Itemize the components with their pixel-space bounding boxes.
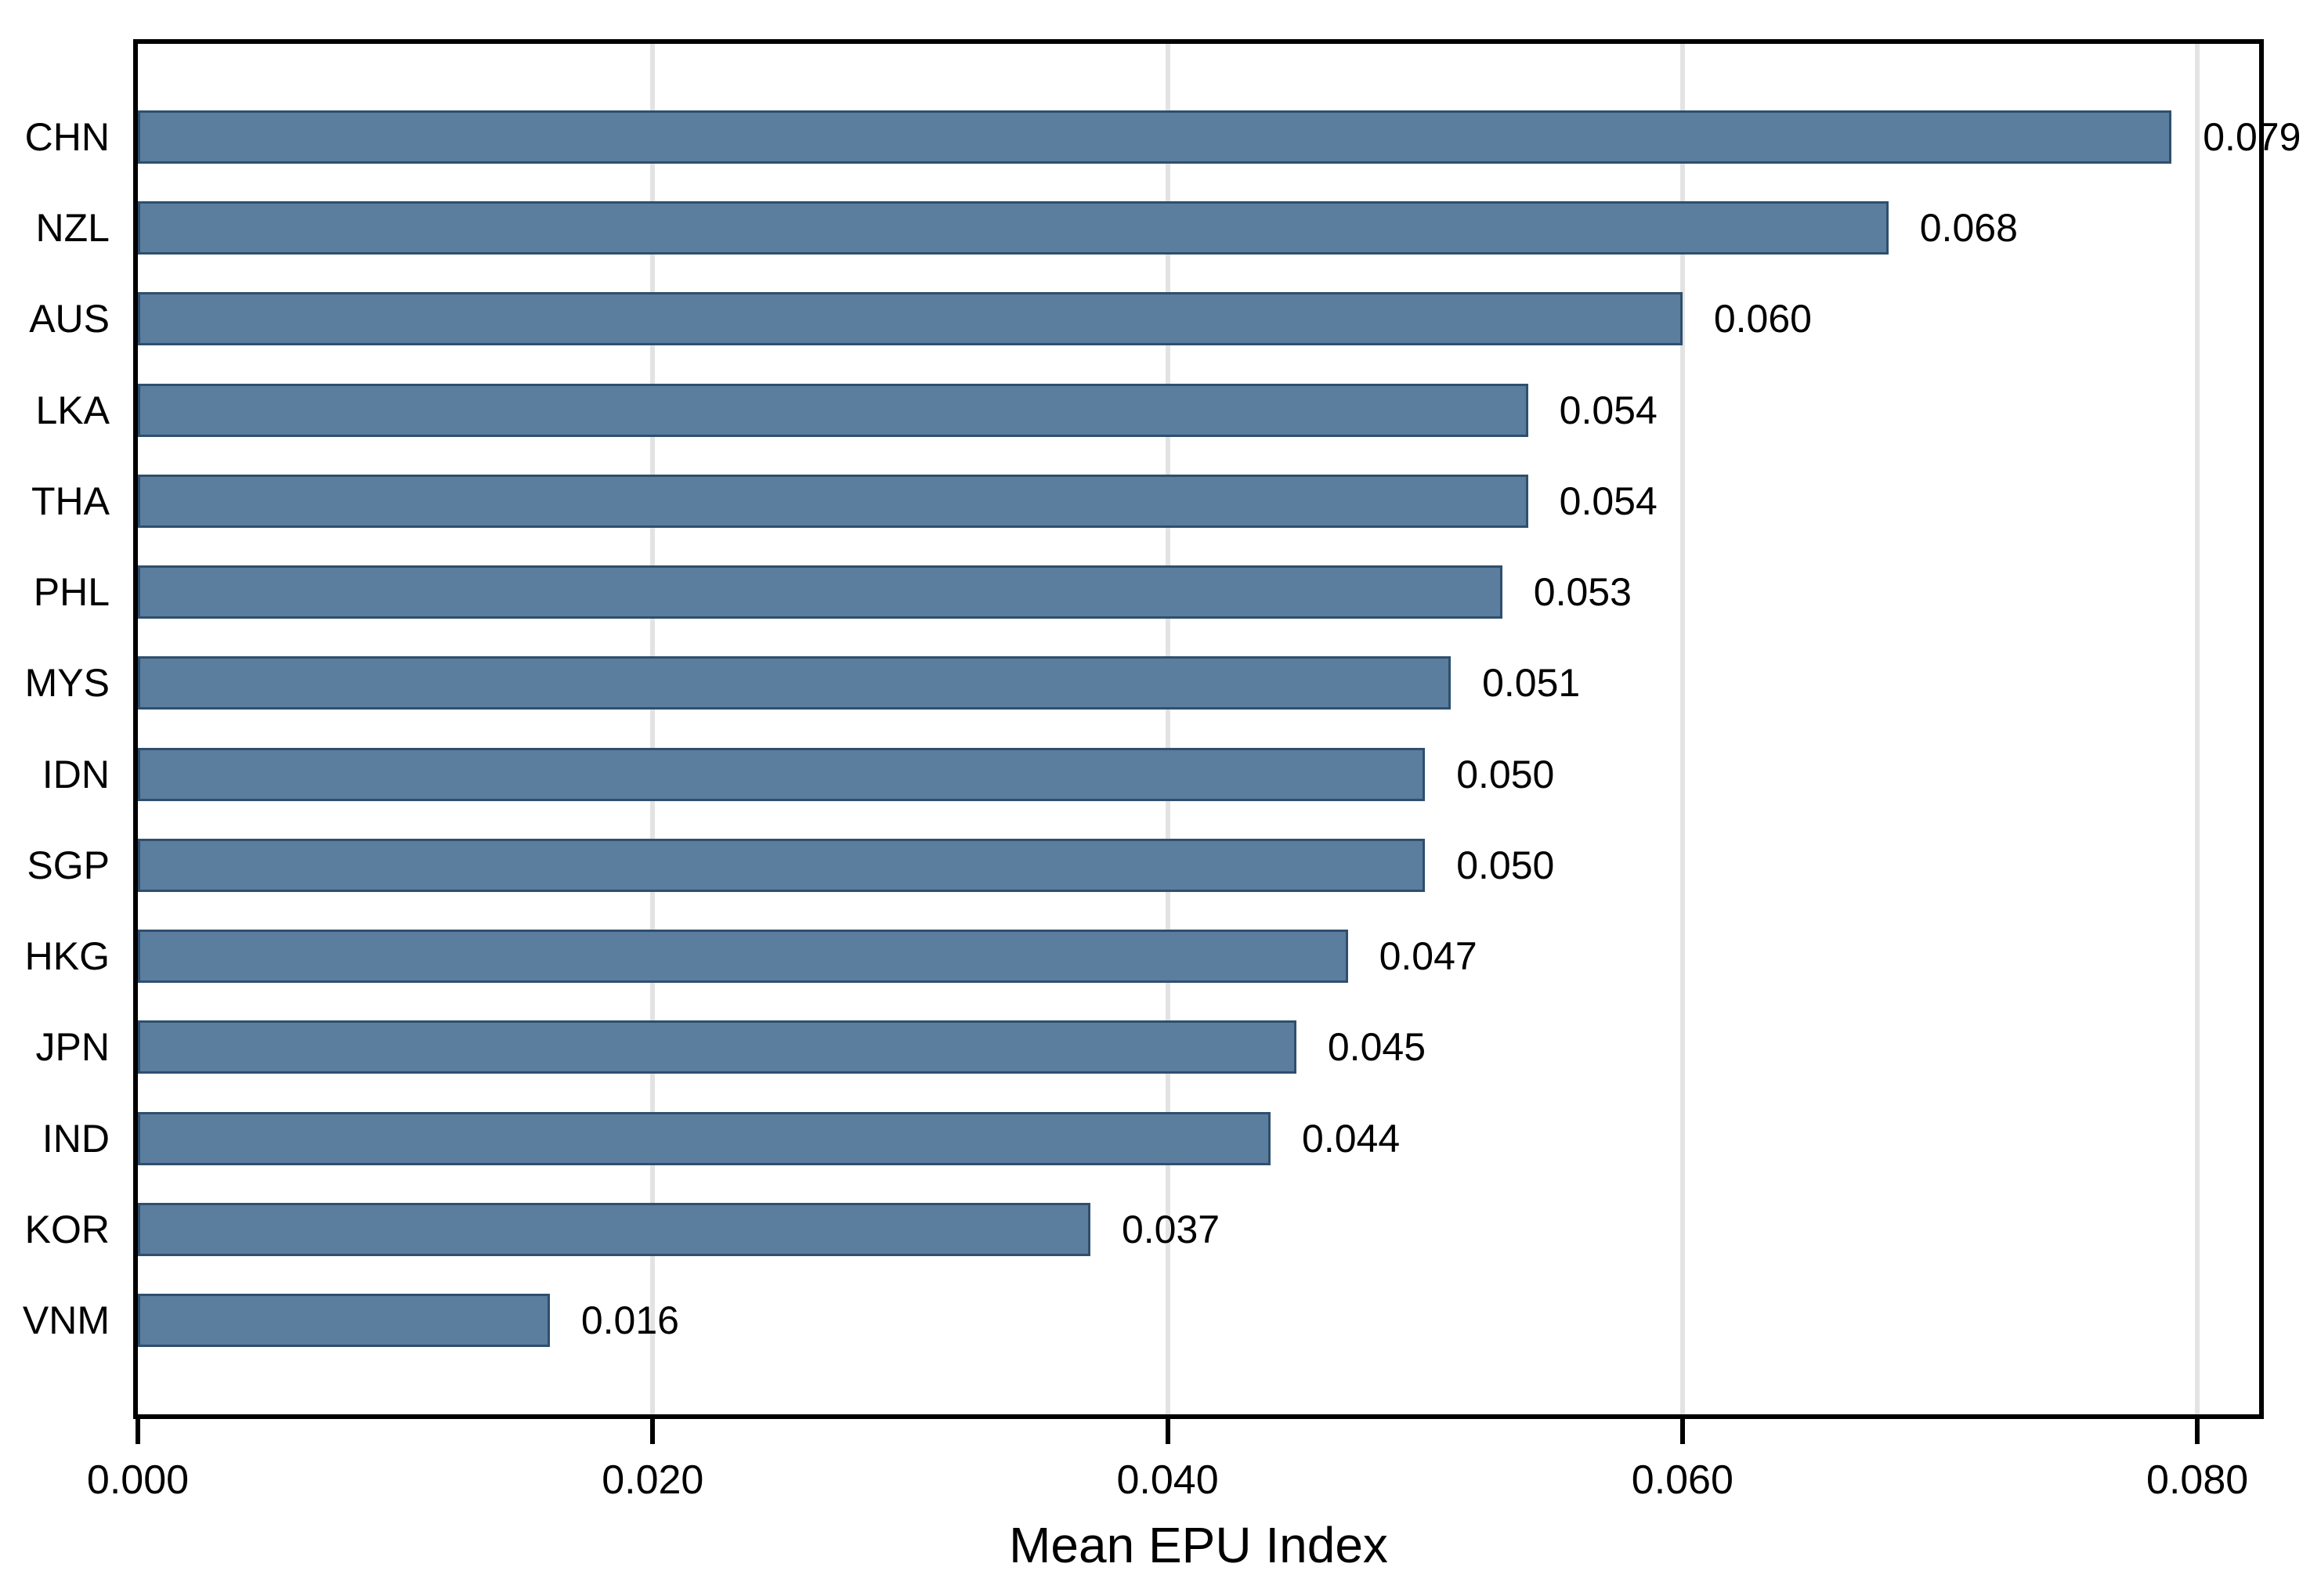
y-axis-label-aus: AUS [29,297,110,341]
x-axis-tick [1679,1419,1685,1444]
y-axis-label-mys: MYS [24,661,110,706]
bar-chn [138,110,2172,164]
bar-hkg [138,930,1348,984]
y-axis-label-tha: THA [31,478,110,523]
bar-mys [138,656,1452,710]
gridline [2195,44,2200,1414]
bar-lka [138,383,1528,437]
y-axis-label-hkg: HKG [24,934,110,979]
gridline [1679,44,1685,1414]
x-axis-tick [650,1419,656,1444]
bar-idn [138,747,1426,801]
plot-area: 0.079 0.068 0.060 0.054 0.054 0.053 0.051 0.050… [133,39,2301,1419]
bar-value-label: 0.037 [1121,1207,1220,1251]
y-axis-label-phl: PHL [33,570,110,615]
bar-value-label: 0.060 [1713,297,1812,341]
bar-value-label: 0.068 [1919,206,2018,251]
gridline [650,44,656,1414]
bar-jpn [138,1020,1296,1074]
bar-vnm [138,1294,550,1347]
x-axis-tick [136,1419,140,1444]
bar-value-label: 0.079 [2203,115,2301,159]
y-axis-label-chn: CHN [24,115,110,159]
bar-value-label: 0.051 [1482,661,1581,706]
bar-value-label: 0.053 [1533,570,1632,615]
x-axis-tick [2195,1419,2200,1444]
x-axis-tick-label: 0.060 [1631,1457,1734,1503]
bar-value-label: 0.044 [1302,1116,1401,1161]
x-axis-tick-label: 0.020 [602,1457,704,1503]
y-axis-label-kor: KOR [24,1207,110,1251]
x-axis-tick-label: 0.040 [1116,1457,1219,1503]
bar-value-label: 0.054 [1559,388,1658,432]
y-axis-label-jpn: JPN [35,1025,110,1070]
y-axis-label-idn: IDN [42,752,110,796]
x-axis-tick-label: 0.000 [86,1457,190,1503]
y-axis-label-ind: IND [42,1116,110,1161]
y-axis-label-lka: LKA [35,388,110,432]
gridline [1165,44,1170,1414]
x-axis-tick-label: 0.080 [2146,1457,2249,1503]
y-axis-label-sgp: SGP [27,843,110,887]
bar-value-label: 0.050 [1456,752,1555,796]
bar-nzl [138,201,1889,255]
bar-ind [138,1111,1271,1165]
bar-value-label: 0.045 [1327,1025,1426,1070]
bar-value-label: 0.050 [1456,843,1555,887]
bar-value-label: 0.047 [1379,934,1477,979]
bar-aus [138,292,1683,346]
y-axis-label-nzl: NZL [35,206,110,251]
bar-phl [138,565,1502,619]
bar-value-label: 0.054 [1559,478,1658,523]
bar-sgp [138,838,1426,892]
x-axis-tick [1165,1419,1170,1444]
y-axis-label-vnm: VNM [22,1298,110,1342]
bar-value-label: 0.016 [580,1298,679,1342]
bar-tha [138,474,1528,528]
x-axis-title: Mean EPU Index [1009,1517,1388,1573]
bar-kor [138,1202,1090,1256]
